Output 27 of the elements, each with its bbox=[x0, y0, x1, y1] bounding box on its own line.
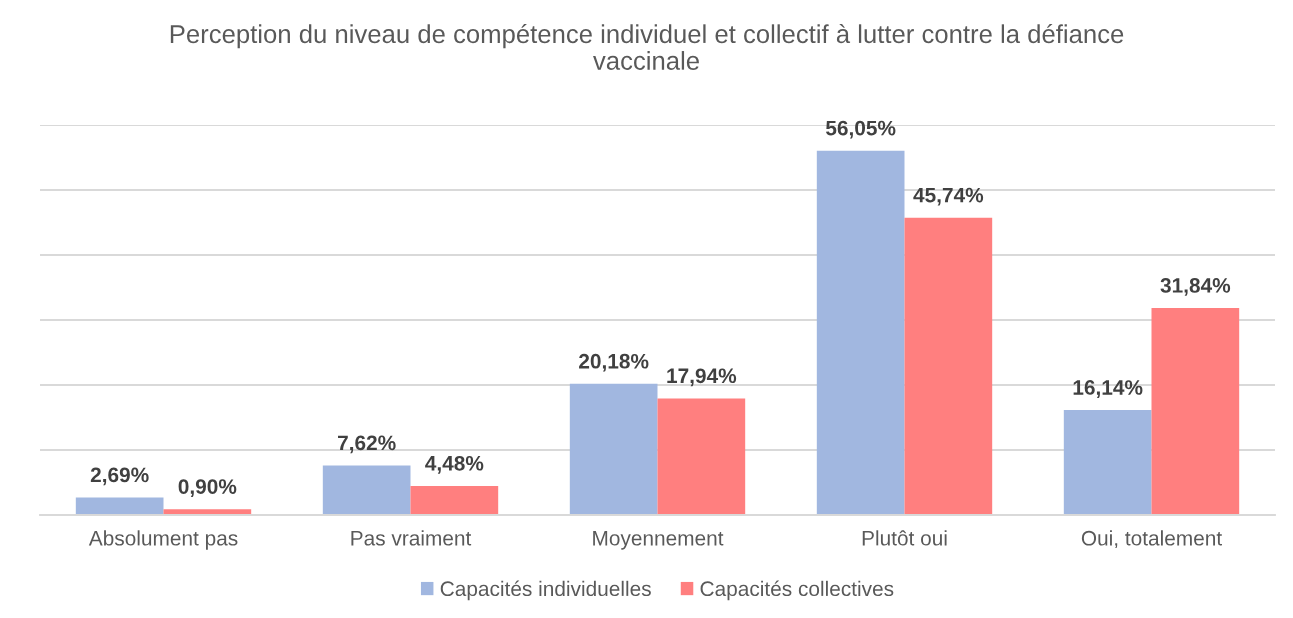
data-label: 17,94% bbox=[667, 368, 737, 387]
bar bbox=[410, 485, 499, 515]
data-label: 7,62% bbox=[338, 435, 396, 454]
bar bbox=[1151, 308, 1240, 515]
data-label: 45,74% bbox=[913, 187, 984, 206]
data-label: 4,48% bbox=[425, 455, 484, 474]
data-label: 16,14% bbox=[1073, 380, 1143, 398]
bar bbox=[322, 465, 411, 515]
data-label: 20,18% bbox=[579, 353, 649, 372]
data-label: 0,90% bbox=[178, 479, 237, 497]
x-tick-label: Oui, totalement bbox=[1081, 530, 1222, 549]
legend-label: Capacités collectives bbox=[700, 580, 894, 601]
x-tick-label: Moyennement bbox=[593, 531, 724, 550]
bar bbox=[657, 398, 746, 515]
x-tick-label: Pas vraiment bbox=[351, 530, 472, 546]
bar bbox=[569, 383, 658, 515]
bar bbox=[1063, 410, 1152, 515]
x-tick-label: Absolument pas bbox=[88, 530, 238, 550]
chart-title: Perception du niveau de compétence individuel et collectif à lutter contre la défiance vaccinale bbox=[170, 24, 1124, 70]
legend-label: Capacités individuelles bbox=[440, 580, 651, 601]
x-tick-label: Plutôt oui bbox=[862, 530, 947, 546]
data-label: 56,05% bbox=[825, 120, 896, 139]
bar bbox=[75, 497, 164, 515]
bar bbox=[816, 150, 905, 515]
data-label: 2,69% bbox=[90, 467, 149, 486]
data-label: 31,84% bbox=[1160, 278, 1231, 296]
bar bbox=[904, 217, 993, 515]
